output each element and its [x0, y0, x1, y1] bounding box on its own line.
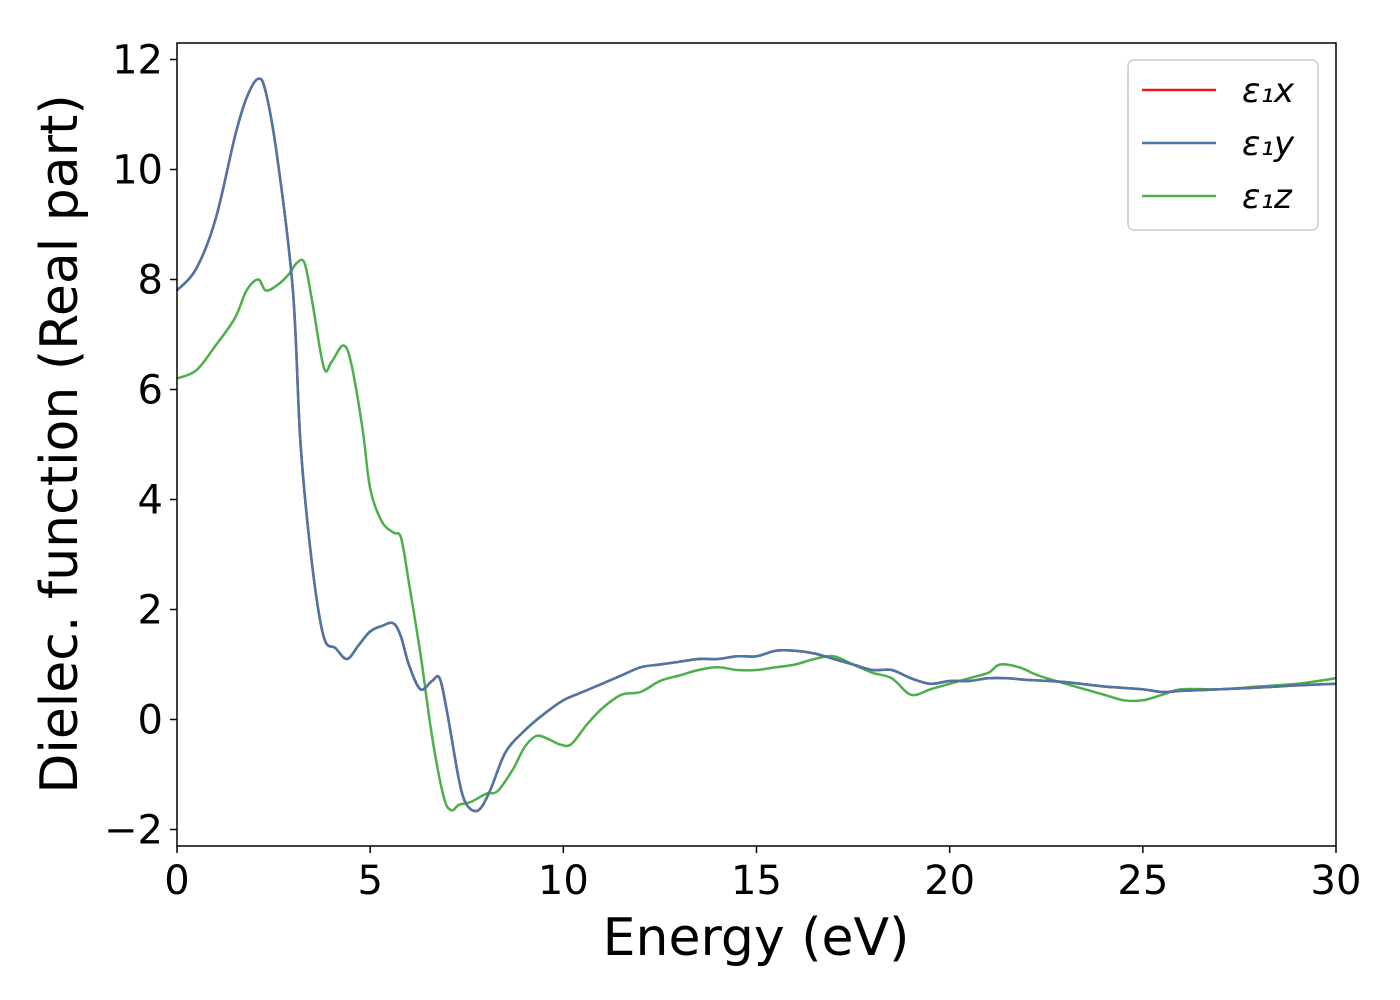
x-tick-label: 10 — [538, 858, 589, 904]
series-line-z — [176, 258, 1337, 812]
x-axis-title: Energy (eV) — [603, 908, 910, 968]
legend-label-y: ε₁y — [1242, 124, 1295, 164]
series-layer — [176, 77, 1337, 813]
y-tick-label: 10 — [112, 148, 163, 194]
y-tick-label: 2 — [138, 588, 163, 634]
y-tick-label: 4 — [138, 478, 163, 524]
x-tick-label: 30 — [1311, 858, 1362, 904]
y-tick-label: 12 — [112, 38, 163, 84]
y-tick-label: −2 — [104, 808, 163, 854]
y-tick-label: 8 — [138, 258, 163, 304]
legend-label-x: ε₁x — [1242, 71, 1295, 111]
x-tick-label: 0 — [164, 858, 189, 904]
x-tick-label: 25 — [1117, 858, 1168, 904]
x-tick-label: 20 — [924, 858, 975, 904]
x-tick-label: 5 — [357, 858, 382, 904]
y-tick-label: 0 — [138, 698, 163, 744]
series-line-y — [176, 77, 1337, 813]
y-axis-title: Dielec. function (Real part) — [30, 94, 90, 793]
legend: ε₁x ε₁y ε₁z — [1127, 59, 1319, 231]
legend-label-z: ε₁z — [1242, 177, 1293, 217]
x-tick-label: 15 — [731, 858, 782, 904]
legend-box — [1127, 59, 1319, 231]
y-tick-label: 6 — [138, 368, 163, 414]
